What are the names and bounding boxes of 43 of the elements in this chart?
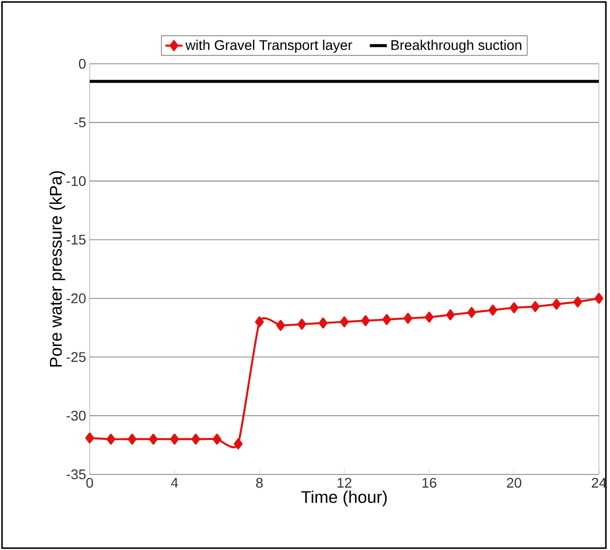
x-tick-label: 4	[171, 478, 178, 488]
x-tick-label: 16	[422, 478, 436, 488]
y-tick-label: -30	[66, 410, 86, 421]
y-tick-label: -25	[66, 352, 86, 362]
point	[488, 304, 498, 316]
y-tick-label: -15	[66, 234, 86, 245]
y-tick-label: -10	[66, 176, 86, 186]
point	[276, 320, 286, 331]
y-tick-label: 0	[78, 58, 86, 69]
x-axis-title: Time (hour)	[301, 490, 387, 506]
point	[382, 314, 392, 325]
point	[340, 316, 349, 328]
point	[446, 309, 455, 320]
point	[318, 318, 328, 328]
point	[424, 312, 434, 323]
point	[191, 434, 200, 445]
point	[255, 316, 264, 328]
point	[128, 434, 136, 445]
point	[148, 434, 158, 445]
point	[594, 292, 604, 304]
point	[573, 296, 582, 308]
point	[170, 434, 179, 445]
y-tick-label: -35	[66, 469, 86, 480]
legend-label: Breakthrough suction	[391, 40, 522, 53]
y-tick-label: -5	[74, 118, 86, 128]
point	[361, 315, 370, 326]
point	[530, 301, 540, 312]
point	[106, 434, 116, 445]
point	[234, 438, 243, 450]
point	[552, 298, 561, 310]
point	[85, 432, 94, 444]
point	[467, 306, 476, 318]
x-tick-label: 0	[86, 478, 94, 488]
legend-label: with Gravel Transport layer	[185, 40, 352, 53]
y-tick-label: -20	[66, 293, 86, 304]
y-axis-title: Pore water pressure (kPa)	[49, 171, 66, 366]
point	[510, 302, 518, 314]
point	[404, 312, 412, 324]
x-tick-label: 12	[338, 478, 352, 488]
point	[212, 434, 222, 445]
point	[298, 318, 306, 330]
x-tick-label: 20	[506, 478, 522, 488]
x-tick-label: 8	[256, 478, 263, 488]
